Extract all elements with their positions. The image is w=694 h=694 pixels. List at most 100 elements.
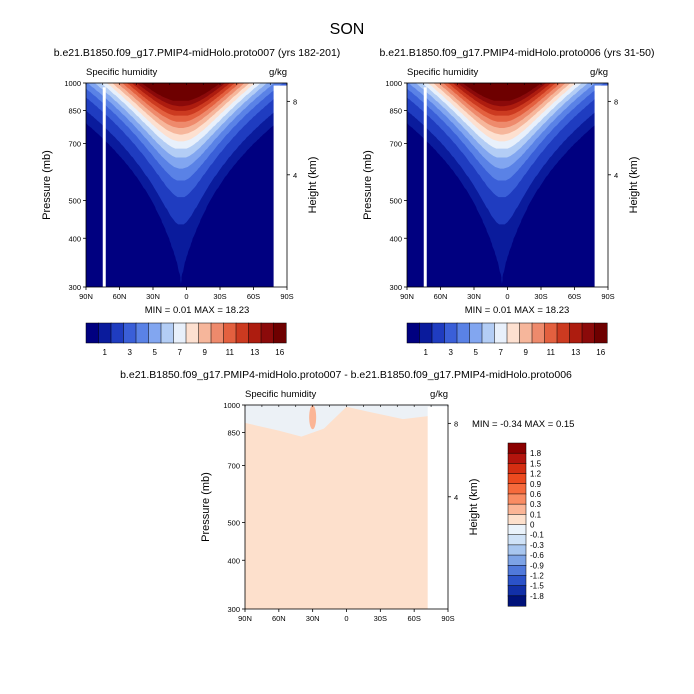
panel-a-colorbar-swatch bbox=[98, 322, 112, 344]
panel-c-y2tick-label: 8 bbox=[454, 419, 458, 428]
panel-b-ytick-label: 300 bbox=[389, 283, 402, 292]
panel-a-colorbar-swatch bbox=[273, 322, 287, 344]
panel-a-xtick-label: 60N bbox=[113, 292, 127, 301]
panel-a-ylabel: Pressure (mb) bbox=[41, 150, 53, 220]
panel-c-ylabel: Pressure (mb) bbox=[200, 472, 212, 542]
panel-b-colorbar-label: 7 bbox=[499, 348, 504, 357]
panel-b-y2tick-label: 4 bbox=[614, 171, 618, 180]
panel-a-ytick-label: 400 bbox=[68, 234, 81, 243]
panel-a-ytick-label: 1000 bbox=[64, 79, 81, 88]
panel-c-colorbar-label: 0 bbox=[530, 521, 535, 530]
panel-c-colorbar-swatch bbox=[507, 585, 527, 597]
panel-a-stats: MIN = 0.01 MAX = 18.23 bbox=[145, 305, 250, 316]
panel-a-colorbar-label: 5 bbox=[153, 348, 158, 357]
panel-c-xtick-label: 60N bbox=[272, 614, 286, 623]
panel-c-colorbar-label: -1.8 bbox=[530, 592, 544, 601]
panel-a-colorbar-swatch bbox=[235, 322, 250, 344]
panel-c-colorbar-swatch bbox=[507, 554, 527, 566]
panel-a-colorbar-swatch bbox=[160, 322, 175, 344]
panel-a-colorbar-swatch bbox=[110, 322, 125, 344]
panel-a-y2tick-label: 4 bbox=[293, 171, 297, 180]
panel-c-colorbar-swatch bbox=[507, 463, 527, 475]
panel-a-colorbar-swatch bbox=[210, 322, 225, 344]
panel-b-xtick-label: 60N bbox=[434, 292, 448, 301]
panel-c-colorbar-swatch bbox=[507, 595, 527, 607]
panel-b-colorbar-swatch bbox=[531, 322, 546, 344]
panel-b-colorbar-swatch bbox=[494, 322, 508, 344]
panel-b-colorbar-swatch bbox=[444, 322, 458, 344]
panel-b-stats: MIN = 0.01 MAX = 18.23 bbox=[465, 305, 570, 316]
panel-c-colorbar-swatch bbox=[507, 524, 527, 536]
panel-b-colorbar-swatch bbox=[419, 322, 433, 344]
panel-a-xtick-label: 30N bbox=[146, 292, 160, 301]
panel-b-contour-band bbox=[473, 83, 531, 93]
panel-a-y2label: Height (km) bbox=[307, 157, 319, 214]
panel-a-xtick-label: 60S bbox=[247, 292, 260, 301]
panel-c-positive-anomaly bbox=[309, 405, 317, 430]
panel-c-xtick-label: 0 bbox=[344, 614, 348, 623]
panel-a-colorbar-swatch bbox=[135, 322, 150, 344]
panel-c-missing-region bbox=[427, 406, 448, 609]
panel-b-colorbar-swatch bbox=[544, 322, 558, 344]
panel-b-colorbar-label: 1 bbox=[424, 348, 429, 357]
panel-b-xtick-label: 30S bbox=[534, 292, 547, 301]
panel-b-xtick-label: 90S bbox=[601, 292, 614, 301]
panel-c: b.e21.B1850.f09_g17.PMIP4-midHolo.proto0… bbox=[120, 369, 574, 623]
panel-b-colorbar-swatch bbox=[556, 322, 571, 344]
panel-c-colorbar-swatch bbox=[507, 514, 527, 526]
panel-a-ytick-label: 850 bbox=[68, 107, 81, 116]
panel-c-ytick-label: 850 bbox=[227, 429, 240, 438]
panel-b-colorbar-swatch bbox=[506, 322, 521, 344]
panel-b: b.e21.B1850.f09_g17.PMIP4-midHolo.proto0… bbox=[362, 47, 654, 357]
panel-a-colorbar-label: 16 bbox=[275, 348, 284, 357]
panel-a-colorbar-label: 7 bbox=[178, 348, 183, 357]
panel-b-colorbar-swatch bbox=[569, 322, 583, 344]
panel-c-colorbar-swatch bbox=[507, 534, 527, 546]
panel-a-colorbar-swatch bbox=[173, 322, 187, 344]
panel-c-stats: MIN = -0.34 MAX = 0.15 bbox=[472, 419, 574, 430]
panel-b-y2label: Height (km) bbox=[628, 157, 640, 214]
panel-c-ytick-label: 400 bbox=[227, 556, 240, 565]
panel-a-colorbar-swatch bbox=[148, 322, 162, 344]
panel-b-colorbar-swatch bbox=[456, 322, 471, 344]
panel-a-units: g/kg bbox=[269, 67, 287, 78]
panel-b-ylabel: Pressure (mb) bbox=[362, 150, 374, 220]
panel-b-colorbar-swatch bbox=[431, 322, 446, 344]
panel-b-colorbar: 1 3 5 7 9 11 13 16 bbox=[406, 322, 608, 357]
panel-c-ytick-label: 1000 bbox=[223, 401, 240, 410]
panel-b-missing-region bbox=[594, 85, 608, 287]
panel-a-ticks: 90N 60N 30N 0 30S 60S 90S 300 400 500 700 850 1000 8 4 bbox=[64, 79, 297, 301]
panel-c-colorbar-swatch bbox=[507, 575, 527, 587]
panel-c-variable: Specific humidity bbox=[245, 389, 317, 400]
panel-b-colorbar-label: 11 bbox=[547, 348, 556, 357]
panel-a-colorbar-swatch bbox=[85, 322, 100, 344]
panel-a-title: b.e21.B1850.f09_g17.PMIP4-midHolo.proto0… bbox=[54, 47, 341, 59]
panel-c-colorbar-label: -0.6 bbox=[530, 551, 544, 560]
panel-a-colorbar: 1 3 5 7 9 11 13 16 bbox=[85, 322, 287, 357]
panel-a-missing-region bbox=[284, 163, 287, 287]
panel-c-colorbar-label: -1.2 bbox=[530, 571, 544, 580]
panel-a-colorbar-swatch bbox=[198, 322, 212, 344]
panel-a-colorbar-swatch bbox=[223, 322, 237, 344]
panel-a-colorbar-label: 3 bbox=[128, 348, 133, 357]
panel-c-colorbar-label: -0.9 bbox=[530, 561, 544, 570]
panel-c-colorbar-swatch bbox=[507, 565, 527, 576]
panel-c-y2label: Height (km) bbox=[468, 479, 480, 536]
panel-c-colorbar-label: -1.5 bbox=[530, 582, 544, 591]
panel-b-title: b.e21.B1850.f09_g17.PMIP4-midHolo.proto0… bbox=[380, 47, 655, 59]
panel-a-colorbar-label: 11 bbox=[226, 348, 235, 357]
panel-c-units: g/kg bbox=[430, 389, 448, 400]
panel-b-colorbar-swatch bbox=[519, 322, 533, 344]
panel-b-ytick-label: 700 bbox=[389, 139, 402, 148]
panel-c-background bbox=[245, 405, 448, 609]
panel-b-xtick-label: 0 bbox=[505, 292, 509, 301]
panel-b-units: g/kg bbox=[590, 67, 608, 78]
panel-a-contour-field bbox=[86, 83, 287, 287]
panel-b-colorbar-swatch bbox=[469, 322, 483, 344]
panel-c-colorbar-label: 0.6 bbox=[530, 490, 542, 499]
panel-b-ytick-label: 400 bbox=[389, 234, 402, 243]
panel-c-colorbar-label: 0.3 bbox=[530, 500, 542, 509]
panel-a-y2tick-label: 8 bbox=[293, 97, 297, 106]
panel-b-variable: Specific humidity bbox=[407, 67, 479, 78]
